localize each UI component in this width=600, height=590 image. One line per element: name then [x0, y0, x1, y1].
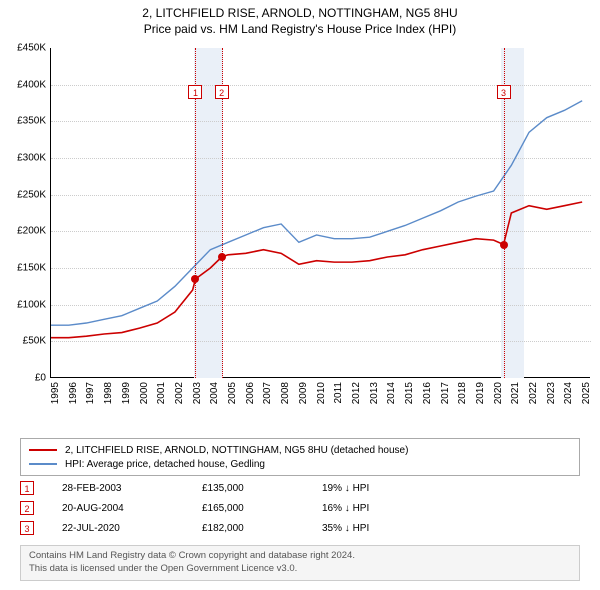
x-axis-label: 2015 — [404, 382, 415, 404]
legend-item: HPI: Average price, detached house, Gedl… — [29, 457, 571, 471]
sales-row: 1 28-FEB-2003£135,00019% ↓ HPI — [20, 478, 580, 498]
sales-delta: 35% ↓ HPI — [322, 523, 442, 534]
marker-dot — [500, 241, 508, 249]
x-axis-label: 2009 — [298, 382, 309, 404]
x-axis-label: 2020 — [493, 382, 504, 404]
title-address: 2, LITCHFIELD RISE, ARNOLD, NOTTINGHAM, … — [0, 6, 600, 20]
x-axis-label: 2025 — [581, 382, 592, 404]
x-axis-label: 2021 — [510, 382, 521, 404]
sales-badge: 1 — [20, 481, 34, 495]
legend: 2, LITCHFIELD RISE, ARNOLD, NOTTINGHAM, … — [20, 438, 580, 476]
legend-item: 2, LITCHFIELD RISE, ARNOLD, NOTTINGHAM, … — [29, 443, 571, 457]
legend-label: 2, LITCHFIELD RISE, ARNOLD, NOTTINGHAM, … — [65, 445, 408, 456]
x-axis-label: 1996 — [68, 382, 79, 404]
y-axis-label: £250K — [17, 189, 46, 200]
plot: 12 3 — [50, 48, 590, 378]
marker-badge: 3 — [497, 85, 511, 99]
y-axis-label: £400K — [17, 79, 46, 90]
sales-badge: 2 — [20, 501, 34, 515]
x-axis-label: 2022 — [528, 382, 539, 404]
x-axis-label: 2007 — [262, 382, 273, 404]
chart-area: 123 £0£50K£100K£150K£200K£250K£300K£350K… — [50, 48, 590, 398]
x-axis-label: 2024 — [563, 382, 574, 404]
x-axis-label: 2004 — [209, 382, 220, 404]
x-axis-label: 1997 — [85, 382, 96, 404]
series-hpi — [51, 101, 582, 325]
y-axis-label: £350K — [17, 116, 46, 127]
title-subtitle: Price paid vs. HM Land Registry's House … — [0, 22, 600, 36]
sales-delta: 19% ↓ HPI — [322, 483, 442, 494]
x-axis-label: 2003 — [192, 382, 203, 404]
x-axis-label: 2010 — [316, 382, 327, 404]
x-axis-label: 2002 — [174, 382, 185, 404]
sales-price: £165,000 — [202, 503, 322, 514]
x-axis-label: 2016 — [422, 382, 433, 404]
sales-badge: 3 — [20, 521, 34, 535]
x-axis-label: 2023 — [546, 382, 557, 404]
y-axis-label: £200K — [17, 226, 46, 237]
legend-swatch — [29, 463, 57, 465]
y-axis-label: £100K — [17, 299, 46, 310]
attribution: Contains HM Land Registry data © Crown c… — [20, 545, 580, 581]
y-axis-label: £300K — [17, 153, 46, 164]
x-axis-label: 2000 — [139, 382, 150, 404]
x-axis-label: 2011 — [333, 382, 344, 404]
legend-swatch — [29, 449, 57, 451]
sales-price: £182,000 — [202, 523, 322, 534]
sales-date: 22-JUL-2020 — [62, 523, 202, 534]
attribution-line1: Contains HM Land Registry data © Crown c… — [29, 550, 571, 563]
y-axis-label: £150K — [17, 263, 46, 274]
series-property — [51, 202, 582, 338]
sales-date: 20-AUG-2004 — [62, 503, 202, 514]
x-axis-label: 2008 — [280, 382, 291, 404]
x-axis-label: 2001 — [156, 382, 167, 404]
y-axis-label: £0 — [35, 373, 46, 384]
marker-badge: 1 — [188, 85, 202, 99]
x-axis-label: 2018 — [457, 382, 468, 404]
chart-title: 2, LITCHFIELD RISE, ARNOLD, NOTTINGHAM, … — [0, 0, 600, 36]
x-axis-label: 1995 — [50, 382, 61, 404]
x-axis-label: 2013 — [369, 382, 380, 404]
sales-table: 1 28-FEB-2003£135,00019% ↓ HPI 2 20-AUG-200… — [20, 478, 580, 538]
marker-badge: 2 — [215, 85, 229, 99]
x-axis-label: 2014 — [386, 382, 397, 404]
x-axis-label: 2012 — [351, 382, 362, 404]
sales-row: 2 20-AUG-2004£165,00016% ↓ HPI — [20, 498, 580, 518]
sales-row: 3 22-JUL-2020£182,00035% ↓ HPI — [20, 518, 580, 538]
x-axis-label: 2017 — [440, 382, 451, 404]
x-axis-label: 2006 — [245, 382, 256, 404]
x-axis-label: 1998 — [103, 382, 114, 404]
y-axis-label: £450K — [17, 43, 46, 54]
x-axis-label: 1999 — [121, 382, 132, 404]
x-axis-label: 2005 — [227, 382, 238, 404]
sales-price: £135,000 — [202, 483, 322, 494]
marker-dot — [218, 253, 226, 261]
y-axis-label: £50K — [23, 336, 46, 347]
sales-delta: 16% ↓ HPI — [322, 503, 442, 514]
sales-date: 28-FEB-2003 — [62, 483, 202, 494]
attribution-line2: This data is licensed under the Open Gov… — [29, 563, 571, 576]
x-axis-label: 2019 — [475, 382, 486, 404]
legend-label: HPI: Average price, detached house, Gedl… — [65, 459, 265, 470]
